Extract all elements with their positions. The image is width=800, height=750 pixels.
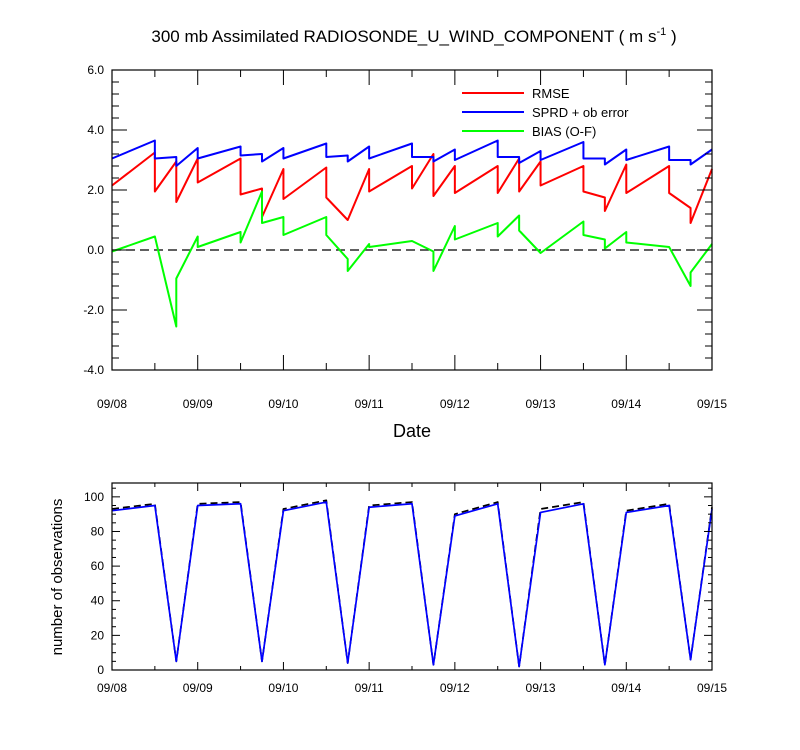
legend-label-sprd: SPRD + ob error: [532, 105, 629, 120]
top-plot-panel: -4.0 -2.0 0.0 2.0 4.0 6.0 09/08 09/09 09/10 09/11…: [83, 63, 727, 441]
bottom-plot-panel: 0 20 40 60 80 100 09/08 09/09 09/10 09/11 09/12 09/…: [49, 482, 727, 695]
x-tick-label: 09/11: [355, 397, 384, 411]
y-tick-label: 4.0: [87, 123, 104, 137]
x-tick-label: 09/12: [440, 681, 470, 695]
y-tick-label: -2.0: [83, 303, 104, 317]
series-line-rmse: [111, 151, 713, 224]
series-line-observations-solid: [111, 501, 713, 668]
y-tick-label: 2.0: [87, 183, 104, 197]
y-tick-label: 60: [91, 559, 105, 573]
x-tick-label: 09/13: [526, 681, 556, 695]
series-line-bias-o-f: [111, 190, 713, 328]
y-tick-label: 0: [97, 663, 104, 677]
series-line-sprd-ob-error: [111, 139, 713, 167]
x-tick-label: 09/15: [697, 681, 727, 695]
x-tick-label: 09/09: [183, 681, 213, 695]
x-tick-label: 09/14: [611, 397, 641, 411]
y-tick-label: 100: [84, 490, 104, 504]
x-tick-label: 09/08: [97, 397, 127, 411]
x-tick-label: 09/10: [268, 681, 298, 695]
x-tick-label: 09/09: [183, 397, 213, 411]
x-tick-label: 09/10: [268, 397, 298, 411]
y-tick-label: -4.0: [83, 363, 104, 377]
x-tick-label: 09/08: [97, 681, 127, 695]
legend-label-bias: BIAS (O-F): [532, 124, 596, 139]
series-line-observations-dashed: [111, 499, 713, 668]
y-axis-label-observations: number of observations: [49, 499, 66, 656]
legend-label-rmse: RMSE: [532, 86, 570, 101]
x-tick-label: 09/12: [440, 397, 470, 411]
x-tick-label: 09/14: [611, 681, 641, 695]
y-tick-label: 80: [91, 524, 105, 538]
y-tick-label: 6.0: [87, 63, 104, 77]
chart-title: 300 mb Assimilated RADIOSONDE_U_WIND_COM…: [151, 26, 676, 46]
y-tick-label: 20: [91, 628, 105, 642]
x-tick-label: 09/13: [526, 397, 556, 411]
x-axis-label: Date: [393, 421, 431, 441]
legend: RMSE SPRD + ob error BIAS (O-F): [462, 86, 629, 139]
y-tick-label: 40: [91, 594, 105, 608]
x-tick-label: 09/15: [697, 397, 727, 411]
bottom-plot-frame: [111, 482, 713, 671]
x-tick-label: 09/11: [355, 681, 384, 695]
y-tick-label: 0.0: [87, 243, 104, 257]
